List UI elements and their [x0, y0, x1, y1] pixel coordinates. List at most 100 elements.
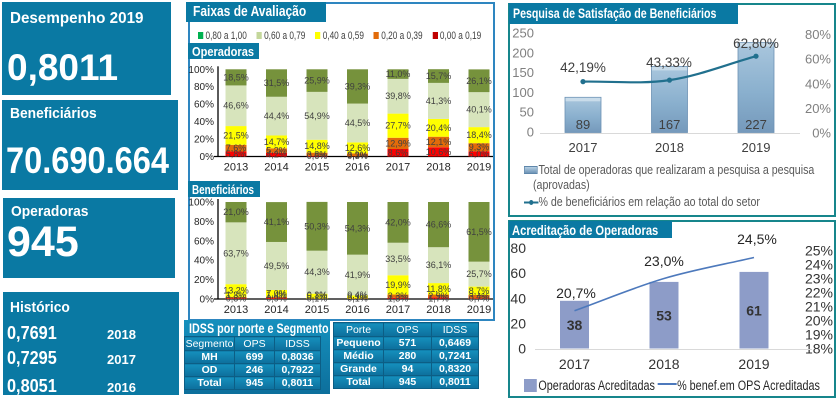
- svg-text:61: 61: [746, 303, 762, 319]
- svg-text:60%: 60%: [194, 100, 214, 111]
- svg-text:2017: 2017: [386, 304, 410, 316]
- svg-text:46,6%: 46,6%: [426, 220, 452, 230]
- svg-text:2018: 2018: [655, 140, 684, 155]
- svg-text:2018: 2018: [426, 162, 450, 174]
- svg-text:250: 250: [512, 26, 534, 41]
- svg-text:20%: 20%: [805, 313, 833, 329]
- svg-text:25%: 25%: [805, 243, 833, 259]
- svg-text:24,5%: 24,5%: [737, 231, 777, 247]
- svg-text:33,5%: 33,5%: [385, 254, 411, 264]
- svg-text:1,4%: 1,4%: [266, 290, 287, 300]
- svg-text:6,0%: 6,0%: [469, 149, 490, 159]
- svg-text:54,3%: 54,3%: [345, 223, 371, 233]
- svg-text:13,2%: 13,2%: [223, 286, 249, 296]
- svg-text:80: 80: [510, 240, 526, 256]
- svg-text:42,19%: 42,19%: [560, 60, 606, 75]
- svg-text:0,3%: 0,3%: [347, 151, 368, 161]
- svg-text:7,6%: 7,6%: [226, 143, 247, 153]
- svg-text:54,9%: 54,9%: [304, 111, 330, 121]
- svg-text:2017: 2017: [569, 140, 598, 155]
- svg-text:227: 227: [745, 117, 767, 132]
- svg-text:60%: 60%: [805, 52, 831, 67]
- svg-text:18%: 18%: [805, 341, 833, 357]
- svg-text:18,5%: 18,5%: [223, 72, 249, 82]
- svg-text:2019: 2019: [738, 356, 769, 372]
- svg-text:40%: 40%: [194, 117, 214, 128]
- svg-text:14,8%: 14,8%: [304, 141, 330, 151]
- svg-text:1,3%: 1,3%: [226, 290, 247, 300]
- svg-text:50: 50: [520, 105, 534, 120]
- svg-text:2016: 2016: [345, 304, 369, 316]
- svg-text:21,0%: 21,0%: [223, 207, 249, 217]
- svg-text:40: 40: [510, 290, 526, 306]
- svg-text:3,8%: 3,8%: [307, 149, 328, 159]
- svg-text:53: 53: [656, 308, 672, 324]
- svg-text:12,1%: 12,1%: [426, 137, 452, 147]
- svg-text:0: 0: [518, 341, 526, 357]
- svg-text:19,9%: 19,9%: [385, 280, 411, 290]
- svg-text:20%: 20%: [194, 135, 214, 146]
- svg-text:2019: 2019: [467, 162, 491, 174]
- svg-text:12,9%: 12,9%: [385, 138, 411, 148]
- svg-text:2013: 2013: [224, 162, 248, 174]
- svg-text:5,1%: 5,1%: [307, 291, 328, 301]
- svg-text:61,5%: 61,5%: [466, 227, 492, 237]
- svg-text:50,3%: 50,3%: [304, 221, 330, 231]
- svg-text:24%: 24%: [805, 257, 833, 273]
- svg-text:9,3%: 9,3%: [469, 142, 490, 152]
- svg-text:3,3%: 3,3%: [347, 150, 368, 160]
- svg-text:3,4%: 3,4%: [469, 292, 490, 302]
- svg-text:63,7%: 63,7%: [223, 248, 249, 258]
- svg-text:0%: 0%: [812, 126, 831, 141]
- svg-text:2019: 2019: [742, 140, 771, 155]
- svg-text:19%: 19%: [805, 327, 833, 343]
- svg-text:2018: 2018: [426, 304, 450, 316]
- svg-text:2018: 2018: [648, 356, 679, 372]
- svg-text:27,7%: 27,7%: [385, 121, 411, 131]
- svg-text:3,3%: 3,3%: [347, 292, 368, 302]
- svg-text:22%: 22%: [805, 285, 833, 301]
- svg-text:21%: 21%: [805, 299, 833, 315]
- svg-text:167: 167: [659, 117, 681, 132]
- svg-text:80%: 80%: [194, 82, 214, 93]
- svg-text:100%: 100%: [188, 65, 214, 76]
- svg-text:0,1%: 0,1%: [307, 294, 328, 304]
- svg-text:31,5%: 31,5%: [264, 78, 290, 88]
- svg-text:11,0%: 11,0%: [386, 69, 411, 79]
- svg-text:41,9%: 41,9%: [345, 270, 371, 280]
- svg-text:41,3%: 41,3%: [426, 96, 452, 106]
- svg-text:41,1%: 41,1%: [264, 217, 290, 227]
- svg-text:36,1%: 36,1%: [426, 260, 452, 270]
- svg-text:0: 0: [527, 125, 534, 140]
- svg-text:0,8%: 0,8%: [226, 294, 247, 304]
- svg-text:0,3%: 0,3%: [307, 290, 328, 300]
- svg-text:0,6%: 0,6%: [307, 151, 328, 161]
- svg-text:2016: 2016: [345, 162, 369, 174]
- svg-text:23%: 23%: [805, 271, 833, 287]
- svg-text:38: 38: [567, 317, 583, 333]
- svg-text:44,4%: 44,4%: [264, 111, 290, 121]
- svg-text:20%: 20%: [805, 101, 831, 116]
- svg-text:20,4%: 20,4%: [426, 123, 452, 133]
- svg-text:14,7%: 14,7%: [264, 137, 290, 147]
- svg-text:100: 100: [512, 85, 534, 100]
- svg-text:4,2%: 4,2%: [266, 150, 287, 160]
- svg-text:0%: 0%: [200, 295, 215, 306]
- svg-text:44,3%: 44,3%: [304, 267, 330, 277]
- svg-text:23,0%: 23,0%: [644, 253, 684, 269]
- svg-text:2,9%: 2,9%: [428, 291, 449, 301]
- svg-text:15,7%: 15,7%: [426, 71, 452, 81]
- svg-text:80%: 80%: [805, 27, 831, 42]
- svg-text:0,7%: 0,7%: [469, 294, 490, 304]
- svg-text:3,3%: 3,3%: [388, 291, 409, 301]
- svg-text:2013: 2013: [224, 304, 248, 316]
- svg-text:8,6%: 8,6%: [388, 148, 409, 158]
- svg-text:11,8%: 11,8%: [426, 284, 451, 294]
- svg-text:20%: 20%: [194, 275, 214, 286]
- svg-text:43,33%: 43,33%: [646, 55, 692, 70]
- svg-text:2017: 2017: [559, 356, 590, 372]
- svg-text:89: 89: [576, 117, 590, 132]
- svg-text:12,6%: 12,6%: [345, 143, 371, 153]
- svg-text:7,0%: 7,0%: [266, 288, 287, 298]
- svg-text:80%: 80%: [194, 217, 214, 228]
